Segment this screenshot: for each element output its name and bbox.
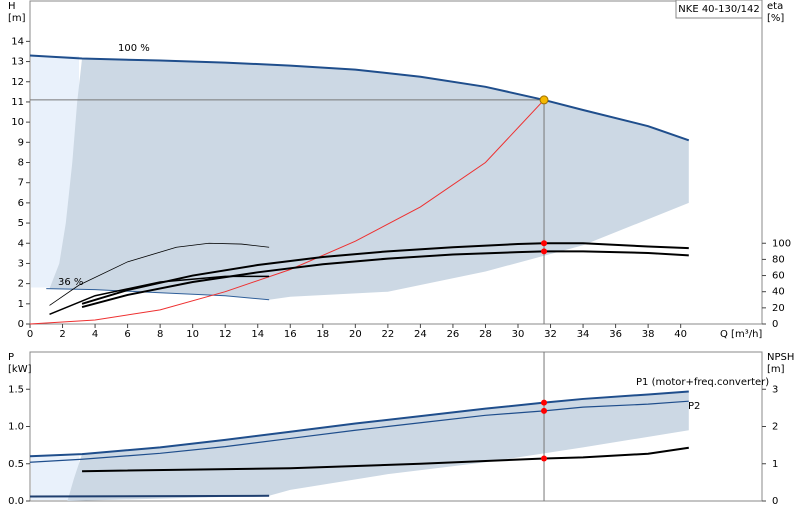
y2ticks-label: 60 (772, 271, 785, 282)
yticks-label: 1.5 (8, 384, 24, 395)
x-tick-label: 10 (186, 329, 199, 340)
x-tick-label: 20 (349, 329, 362, 340)
yticks-label: 8 (18, 158, 24, 169)
operating-point (541, 455, 548, 462)
y2-axis-label: eta (767, 1, 783, 12)
y2ticks-label: 80 (772, 254, 785, 265)
x-tick-label: 2 (59, 329, 65, 340)
x-tick-label: 16 (284, 329, 297, 340)
y-axis-unit: [kW] (8, 364, 32, 375)
x-axis-label: Q [m³/h] (720, 329, 762, 340)
curve (29, 99, 545, 325)
y2ticks-label: 40 (772, 287, 785, 298)
y2ticks-label: 1 (772, 459, 778, 470)
yticks-label: 10 (11, 117, 24, 128)
yticks-label: 3 (18, 258, 24, 269)
curve-label: 100 % (118, 43, 150, 54)
operating-point (541, 240, 548, 247)
curve (49, 242, 270, 306)
curve-label: 36 % (58, 277, 83, 288)
y2-axis-unit: [%] (767, 13, 784, 24)
curve (46, 288, 270, 301)
yticks-label: 1 (18, 299, 24, 310)
y2ticks-label: 100 (772, 238, 791, 249)
curve-label: P2 (688, 401, 700, 412)
x-tick-label: 4 (92, 329, 98, 340)
x-tick-label: 14 (251, 329, 264, 340)
y2ticks-label: 0 (772, 319, 778, 330)
yticks-label: 5 (18, 218, 24, 229)
x-tick-label: 38 (642, 329, 655, 340)
curve (49, 275, 270, 316)
yticks-label: 14 (11, 36, 24, 47)
curve-label: P1 (motor+freq.converter) (636, 377, 769, 388)
x-tick-label: 18 (316, 329, 329, 340)
y2-axis-unit: [m] (767, 364, 785, 375)
x-tick-label: 26 (447, 329, 460, 340)
duty-point (539, 95, 549, 105)
yticks-label: 2 (18, 279, 24, 290)
y2ticks-label: 0 (772, 496, 778, 507)
y-axis-label: H (8, 1, 16, 12)
yticks-label: 0.0 (8, 496, 24, 507)
curve (29, 494, 270, 498)
x-tick-label: 28 (479, 329, 492, 340)
chart-title: NKE 40-130/142 (678, 4, 759, 15)
yticks-label: 7 (18, 178, 24, 189)
curve (29, 400, 689, 463)
y2-axis-label: NPSH (767, 352, 794, 363)
x-tick-label: 40 (674, 329, 687, 340)
operating-area (67, 391, 689, 501)
y2ticks-label: 20 (772, 303, 785, 314)
x-tick-label: 36 (609, 329, 622, 340)
x-tick-label: 6 (124, 329, 130, 340)
operating-area (49, 58, 689, 300)
operating-point (541, 407, 548, 414)
yticks-label: 11 (11, 97, 24, 108)
y2ticks-label: 3 (772, 384, 778, 395)
curve (29, 390, 689, 458)
operating-point (541, 399, 548, 406)
yticks-label: 1.0 (8, 422, 24, 433)
x-tick-label: 12 (219, 329, 232, 340)
y2ticks-label: 2 (772, 422, 778, 433)
yticks-label: 13 (11, 57, 24, 68)
operating-point (541, 248, 548, 255)
yticks-label: 6 (18, 198, 24, 209)
yticks-label: 4 (18, 238, 24, 249)
x-tick-label: 24 (414, 329, 427, 340)
yticks-label: 0 (18, 319, 24, 330)
curve (81, 250, 689, 309)
y-axis-label: P (8, 352, 14, 363)
yticks-label: 9 (18, 137, 24, 148)
x-tick-label: 34 (577, 329, 590, 340)
x-tick-label: 30 (512, 329, 525, 340)
yticks-label: 0.5 (8, 459, 24, 470)
y-axis-unit: [m] (8, 13, 26, 24)
x-tick-label: 32 (544, 329, 557, 340)
title-box (675, 0, 763, 19)
curve (29, 54, 690, 142)
x-tick-label: 0 (27, 329, 33, 340)
x-tick-label: 22 (381, 329, 394, 340)
curve (81, 242, 689, 305)
yticks-label: 12 (11, 77, 24, 88)
x-tick-label: 8 (157, 329, 163, 340)
